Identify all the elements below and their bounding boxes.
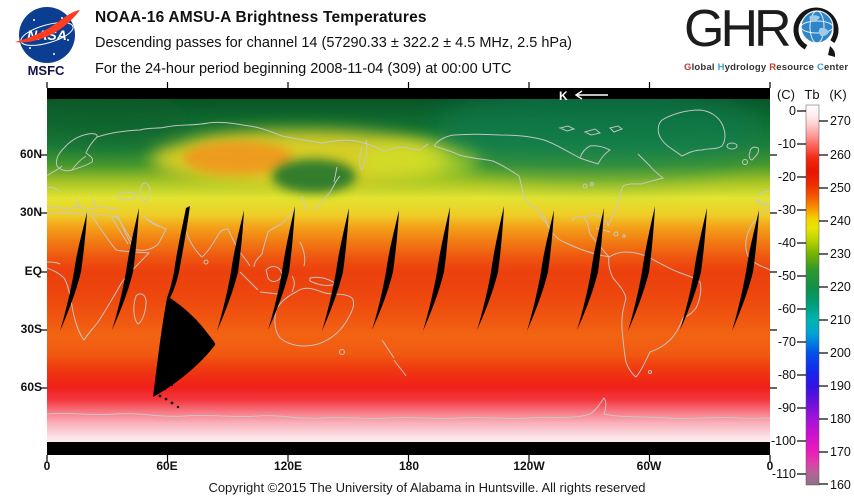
north-polar-gap-band: [47, 88, 770, 99]
tagline-esource: esource: [776, 62, 817, 73]
ghrc-globe-icon: [790, 4, 844, 60]
map-temperature-field: [47, 88, 770, 455]
k-marker-annotation: K: [559, 89, 608, 103]
kelvin-tick-220: 220: [830, 280, 851, 294]
celsius-tick-m80: -80: [777, 368, 796, 382]
left-arrow-icon: [574, 90, 608, 100]
kelvin-tick-230: 230: [830, 247, 851, 261]
tagline-h: H: [717, 62, 725, 73]
celsius-tick-m90: -90: [777, 401, 796, 415]
south-polar-gap-band: [47, 442, 770, 455]
lat-label-60s: 60S: [20, 380, 42, 394]
tagline-g: G: [684, 62, 692, 73]
celsius-tick-m40: -40: [777, 236, 796, 250]
kelvin-tick-180: 180: [830, 412, 851, 426]
tagline-c: C: [816, 62, 825, 73]
kelvin-tick-260: 260: [830, 148, 851, 162]
colorbar-unit-kelvin: (K): [829, 87, 847, 102]
ghrc-tagline: Global Hydrology Resource Center: [684, 62, 850, 73]
tagline-enter: enter: [824, 62, 849, 73]
celsius-tick-m50: -50: [777, 269, 796, 283]
page-title: NOAA-16 AMSU-A Brightness Temperatures: [95, 9, 427, 26]
colorbar-unit-celsius: (C): [776, 87, 796, 102]
lon-label-60e: 60E: [156, 459, 178, 473]
kelvin-tick-210: 210: [830, 313, 851, 327]
colorbar: [797, 104, 828, 486]
lat-label-30n: 30N: [19, 205, 42, 219]
kelvin-tick-190: 190: [830, 379, 851, 393]
nasa-logo-icon: NASA: [10, 6, 82, 64]
lon-label-0e: 0: [43, 459, 51, 473]
kelvin-tick-250: 250: [830, 181, 851, 195]
celsius-tick-m10: -10: [777, 137, 796, 151]
kelvin-tick-170: 170: [830, 445, 851, 459]
kelvin-tick-270: 270: [830, 114, 851, 128]
msfc-label: MSFC: [27, 63, 65, 78]
celsius-tick-m30: -30: [777, 203, 796, 217]
large-data-gap: [153, 206, 216, 397]
celsius-tick-m20: -20: [777, 170, 796, 184]
copyright-notice: Copyright ©2015 The University of Alabam…: [208, 480, 646, 495]
k-marker-label: K: [559, 89, 568, 103]
tagline-lobal: lobal: [691, 62, 718, 73]
tagline-r: R: [769, 62, 777, 73]
colorbar-ticks: [797, 110, 828, 485]
celsius-tick-m60: -60: [777, 302, 796, 316]
tagline-ydrology: ydrology: [724, 62, 770, 73]
ghrc-acronym: GHR: [684, 0, 792, 58]
lon-label-60w: 60W: [636, 459, 662, 473]
ghrc-logo: GHR Global Hydrology Resource Center: [684, 0, 850, 80]
kelvin-tick-240: 240: [830, 214, 851, 228]
coastlines: [47, 109, 770, 420]
lon-label-0w: 0: [766, 459, 774, 473]
lon-label-120e: 120E: [273, 459, 303, 473]
kelvin-tick-200: 200: [830, 346, 851, 360]
page-subtitle-channel: Descending passes for channel 14 (57290.…: [95, 35, 572, 51]
celsius-tick-m110: -110: [771, 467, 796, 481]
lat-label-60n: 60N: [19, 147, 42, 161]
lon-label-180: 180: [398, 459, 420, 473]
lat-label-30s: 30S: [20, 322, 42, 336]
data-gap-wedges: [60, 206, 759, 409]
axis-ticks: [40, 82, 777, 462]
colorbar-quantity-label: Tb: [804, 87, 820, 102]
lon-label-120w: 120W: [513, 459, 545, 473]
celsius-tick-0: 0: [789, 104, 796, 118]
lat-label-eq: EQ: [24, 264, 42, 278]
celsius-tick-m100: -100: [770, 434, 796, 448]
kelvin-tick-160: 160: [830, 478, 851, 492]
celsius-tick-m70: -70: [777, 335, 796, 349]
page-subtitle-period: For the 24-hour period beginning 2008-11…: [95, 61, 512, 77]
